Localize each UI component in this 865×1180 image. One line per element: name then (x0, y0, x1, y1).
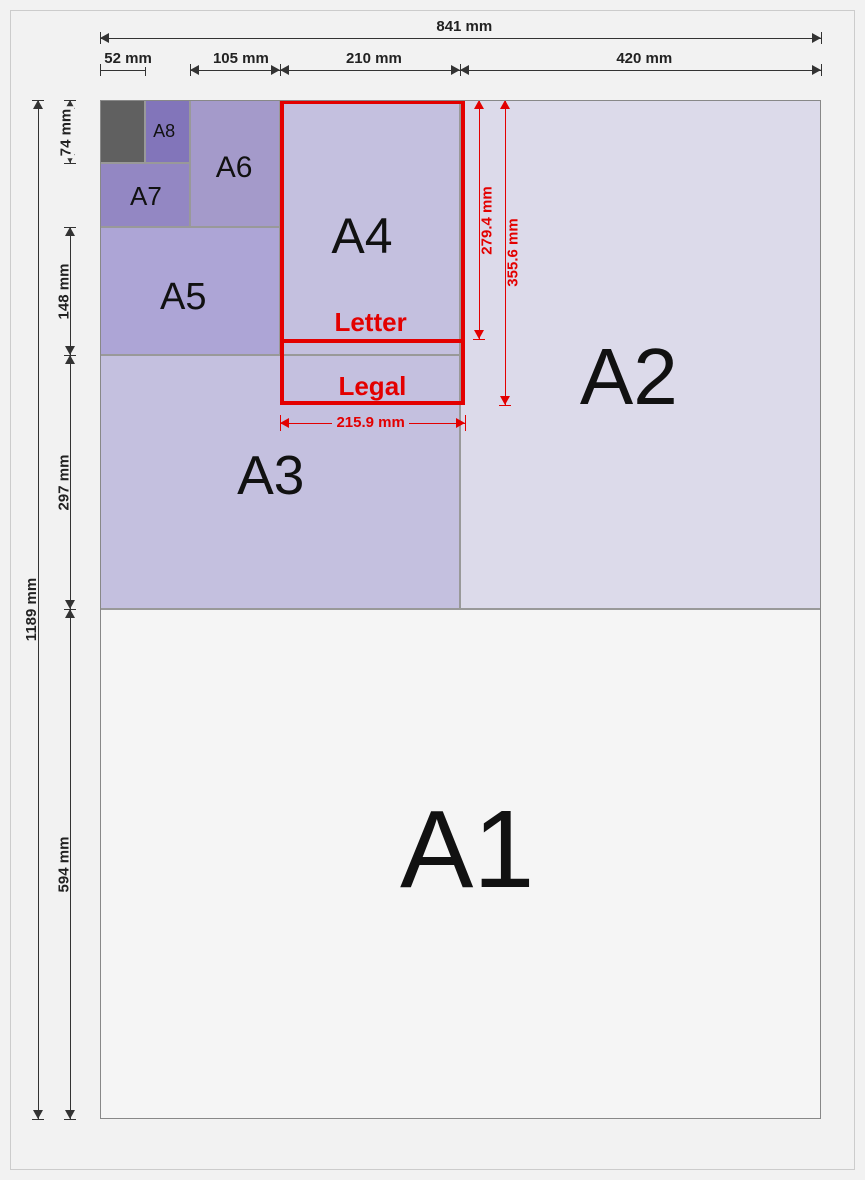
canvas-border (10, 10, 855, 1170)
paper-size-diagram: A0A1A2A3A4A5A6A7A8841 mm420 mm210 mm105 … (0, 0, 865, 1180)
